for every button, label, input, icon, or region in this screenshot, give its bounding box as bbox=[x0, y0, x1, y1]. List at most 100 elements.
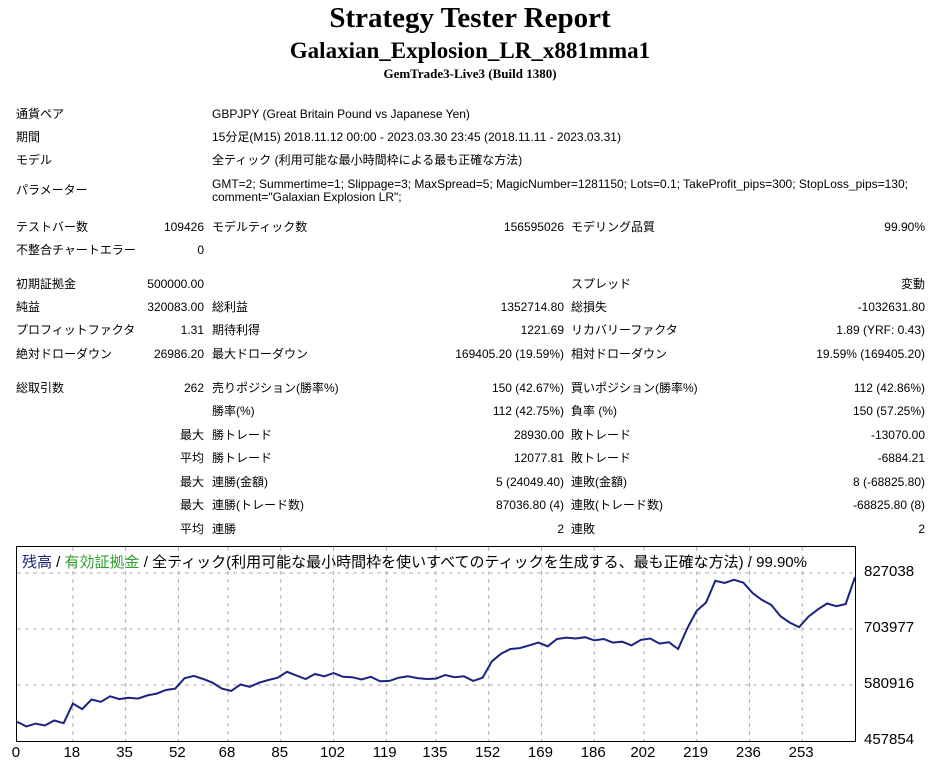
short-label: 売りポジション(勝率%) bbox=[212, 381, 339, 395]
params-line2: comment="Galaxian Explosion LR"; bbox=[212, 190, 402, 204]
avg-loss-label: 敗トレード bbox=[571, 451, 632, 465]
x-tick-label: 236 bbox=[735, 744, 761, 761]
max-label-2: 最大 bbox=[179, 475, 204, 489]
y-tick-label: 703977 bbox=[864, 618, 915, 636]
pf-label: プロフィットファクタ bbox=[16, 323, 136, 337]
legend-balance: 残高 bbox=[22, 554, 53, 571]
expected-value: 1221.69 bbox=[520, 323, 564, 337]
cons-wins-trade-label: 連勝(トレード数) bbox=[212, 498, 304, 512]
pf-value: 1.31 bbox=[180, 323, 204, 337]
long-value: 112 (42.86%) bbox=[853, 381, 925, 395]
balance-chart-plot bbox=[17, 547, 855, 741]
x-tick-label: 186 bbox=[580, 744, 606, 761]
avg-cons-wins-value: 2 bbox=[557, 522, 564, 536]
gross-loss-label: 総損失 bbox=[571, 300, 608, 314]
model-value: 全ティック (利用可能な最小時間枠による最も正確な方法) bbox=[212, 153, 523, 167]
long-label: 買いポジション(勝率%) bbox=[571, 381, 698, 395]
legend-equity: 有効証拠金 bbox=[64, 554, 140, 571]
x-tick-label: 169 bbox=[527, 744, 553, 761]
max-dd-value: 169405.20 (19.59%) bbox=[455, 347, 564, 361]
win-rate-label: 勝率(%) bbox=[212, 404, 255, 418]
cons-wins-amt-label: 連勝(金額) bbox=[212, 475, 268, 489]
x-tick-label: 35 bbox=[116, 744, 133, 761]
x-tick-label: 102 bbox=[319, 744, 345, 761]
deposit-label: 初期証拠金 bbox=[16, 277, 77, 291]
max-loss-value: -13070.00 bbox=[870, 428, 925, 442]
cons-loss-amt-label: 連敗(金額) bbox=[571, 475, 627, 489]
recovery-label: リカバリーファクタ bbox=[571, 323, 678, 337]
loss-rate-label: 負率 (%) bbox=[571, 404, 617, 418]
y-tick-label: 580916 bbox=[864, 674, 915, 692]
net-label: 純益 bbox=[16, 300, 41, 314]
x-tick-label: 135 bbox=[422, 744, 448, 761]
x-tick-label: 18 bbox=[63, 744, 81, 761]
max-win-value: 28930.00 bbox=[513, 428, 564, 442]
avg-win-label: 勝トレード bbox=[212, 451, 273, 465]
mismatch-value: 0 bbox=[197, 243, 204, 257]
trades-label: 総取引数 bbox=[16, 381, 65, 395]
bars-label: テストバー数 bbox=[16, 220, 89, 234]
x-tick-label: 202 bbox=[630, 744, 656, 761]
ticks-label: モデルティック数 bbox=[212, 220, 308, 234]
avg-label-2: 平均 bbox=[179, 522, 204, 536]
max-win-label: 勝トレード bbox=[212, 428, 273, 442]
legend-rest: / 全ティック(利用可能な最小時間枠を使いすべてのティックを生成する、最も正確な… bbox=[139, 554, 807, 571]
pair-value: GBPJPY (Great Britain Pound vs Japanese … bbox=[212, 107, 470, 121]
cons-wins-amt-value: 5 (24049.40) bbox=[495, 475, 564, 489]
params-line1: GMT=2; Summertime=1; Slippage=3; MaxSpre… bbox=[212, 177, 908, 191]
period-value: 15分足(M15) 2018.11.12 00:00 - 2023.03.30 … bbox=[212, 130, 621, 144]
spread-value: 変動 bbox=[900, 277, 925, 291]
x-tick-label: 152 bbox=[475, 744, 501, 761]
model-label: モデル bbox=[16, 153, 53, 167]
x-tick-label: 119 bbox=[372, 744, 397, 761]
max-label-3: 最大 bbox=[179, 498, 204, 512]
x-tick-label: 0 bbox=[11, 744, 21, 761]
avg-label: 平均 bbox=[179, 451, 204, 465]
pair-label: 通貨ペア bbox=[16, 107, 65, 121]
avg-win-value: 12077.81 bbox=[513, 451, 564, 465]
loss-rate-value: 150 (57.25%) bbox=[852, 404, 925, 418]
spread-label: スプレッド bbox=[571, 277, 632, 291]
max-label: 最大 bbox=[179, 428, 204, 442]
gross-loss-value: -1032631.80 bbox=[857, 300, 925, 314]
server-name: GemTrade3-Live3 (Build 1380) bbox=[383, 66, 557, 81]
x-tick-label: 253 bbox=[788, 744, 814, 761]
abs-dd-value: 26986.20 bbox=[153, 347, 204, 361]
max-dd-label: 最大ドローダウン bbox=[212, 347, 309, 361]
abs-dd-label: 絶対ドローダウン bbox=[16, 347, 113, 361]
period-label: 期間 bbox=[16, 130, 41, 144]
report-title: Strategy Tester Report bbox=[329, 2, 611, 34]
expected-label: 期待利得 bbox=[212, 323, 261, 337]
y-tick-label: 457854 bbox=[864, 731, 915, 748]
trades-value: 262 bbox=[183, 381, 204, 395]
bars-value: 109426 bbox=[163, 220, 204, 234]
cons-loss-amt-value: 8 (-68825.80) bbox=[852, 475, 925, 489]
x-tick-label: 52 bbox=[168, 744, 186, 761]
params-label: パラメーター bbox=[16, 183, 88, 197]
gross-profit-value: 1352714.80 bbox=[500, 300, 564, 314]
avg-cons-wins-label: 連勝 bbox=[212, 522, 237, 536]
chart-legend: 残高 / 有効証拠金 / 全ティック(利用可能な最小時間枠を使いすべてのティック… bbox=[22, 551, 807, 572]
cons-loss-trade-value: -68825.80 (8) bbox=[852, 498, 925, 512]
balance-chart bbox=[16, 546, 856, 742]
quality-label: モデリング品質 bbox=[571, 220, 656, 234]
x-tick-label: 219 bbox=[683, 744, 709, 761]
recovery-value: 1.89 (YRF: 0.43) bbox=[836, 323, 925, 337]
avg-cons-loss-value: 2 bbox=[918, 522, 925, 536]
y-tick-label: 827038 bbox=[864, 563, 915, 580]
win-rate-value: 112 (42.75%) bbox=[492, 404, 564, 418]
balance-line bbox=[17, 576, 855, 728]
x-tick-label: 68 bbox=[218, 744, 236, 761]
avg-cons-loss-label: 連敗 bbox=[571, 522, 596, 536]
rel-dd-value: 19.59% (169405.20) bbox=[816, 347, 925, 361]
cons-loss-trade-label: 連敗(トレード数) bbox=[571, 498, 663, 512]
ea-name: Galaxian_Explosion_LR_x881mma1 bbox=[289, 38, 651, 63]
gross-profit-label: 総利益 bbox=[212, 300, 249, 314]
cons-wins-trade-value: 87036.80 (4) bbox=[495, 498, 564, 512]
short-value: 150 (42.67%) bbox=[491, 381, 564, 395]
legend-sep: / bbox=[52, 554, 65, 571]
deposit-value: 500000.00 bbox=[147, 277, 204, 291]
mismatch-label: 不整合チャートエラー bbox=[16, 243, 136, 257]
x-tick-label: 85 bbox=[271, 744, 289, 761]
quality-value: 99.90% bbox=[884, 220, 925, 234]
